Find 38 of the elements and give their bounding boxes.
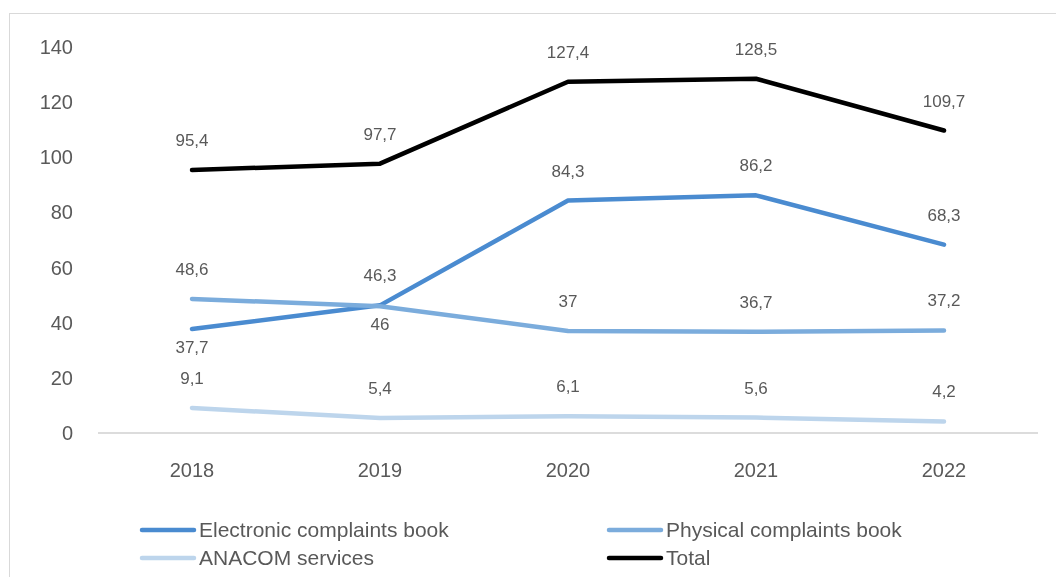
data-label: 95,4 (175, 130, 209, 150)
legend-label: Electronic complaints book (199, 518, 450, 542)
legend-label: Physical complaints book (666, 518, 903, 542)
data-label: 84,3 (551, 161, 585, 181)
x-tick-label: 2018 (169, 459, 215, 481)
data-label: 128,5 (734, 39, 778, 59)
y-tick-label: 140 (39, 36, 73, 58)
y-tick-label: 120 (39, 91, 73, 114)
data-label: 5,6 (744, 378, 768, 398)
data-label: 4,2 (932, 382, 956, 402)
y-tick-label: 60 (50, 256, 73, 279)
data-label: 46,3 (363, 266, 397, 286)
data-label: 127,4 (546, 42, 590, 62)
data-label: 86,2 (739, 156, 773, 176)
data-label: 5,4 (368, 379, 392, 399)
legend-label: ANACOM services (199, 546, 375, 570)
legend-label: Total (666, 546, 711, 570)
data-label: 37,7 (175, 338, 209, 358)
data-label: 48,6 (175, 260, 209, 279)
y-tick-label: 80 (50, 201, 73, 224)
data-label: 37 (558, 291, 578, 311)
data-label: 68,3 (927, 205, 961, 225)
line-series (189, 405, 947, 424)
x-tick-label: 2019 (357, 459, 403, 481)
data-label: 36,7 (739, 292, 773, 312)
x-tick-label: 2022 (921, 459, 967, 481)
data-label: 9,1 (180, 368, 204, 388)
data-label: 109,7 (922, 91, 966, 111)
y-tick-label: 20 (50, 366, 73, 389)
y-tick-label: 40 (50, 311, 73, 334)
data-label: 46 (370, 315, 390, 335)
y-tick-label: 100 (39, 146, 73, 169)
data-label: 97,7 (363, 124, 397, 144)
y-tick-label: 0 (61, 422, 73, 444)
data-label: 6,1 (556, 377, 580, 397)
x-tick-label: 2021 (733, 459, 779, 481)
data-label: 37,2 (927, 291, 961, 311)
x-tick-label: 2020 (545, 459, 591, 481)
